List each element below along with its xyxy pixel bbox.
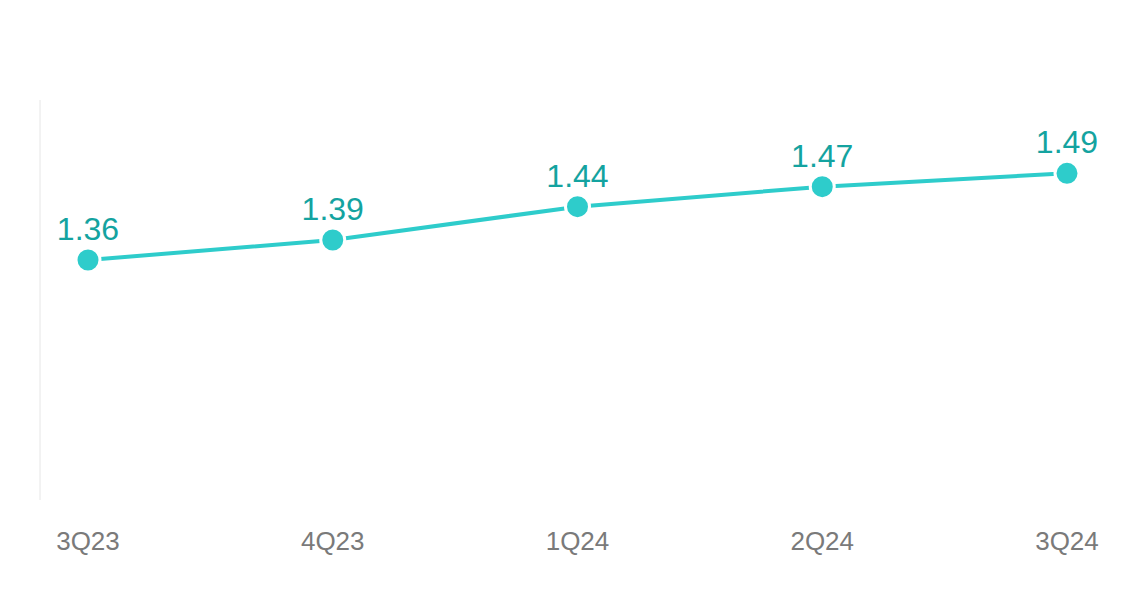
svg-text:1.39: 1.39 xyxy=(302,191,364,227)
svg-text:1.47: 1.47 xyxy=(791,138,853,174)
svg-text:1.36: 1.36 xyxy=(57,211,119,247)
svg-text:1Q24: 1Q24 xyxy=(546,526,610,556)
svg-text:3Q23: 3Q23 xyxy=(56,526,120,556)
svg-text:2Q24: 2Q24 xyxy=(790,526,854,556)
svg-text:1.49: 1.49 xyxy=(1036,124,1098,160)
svg-text:3Q24: 3Q24 xyxy=(1035,526,1099,556)
svg-text:4Q23: 4Q23 xyxy=(301,526,365,556)
svg-text:1.44: 1.44 xyxy=(546,158,608,194)
